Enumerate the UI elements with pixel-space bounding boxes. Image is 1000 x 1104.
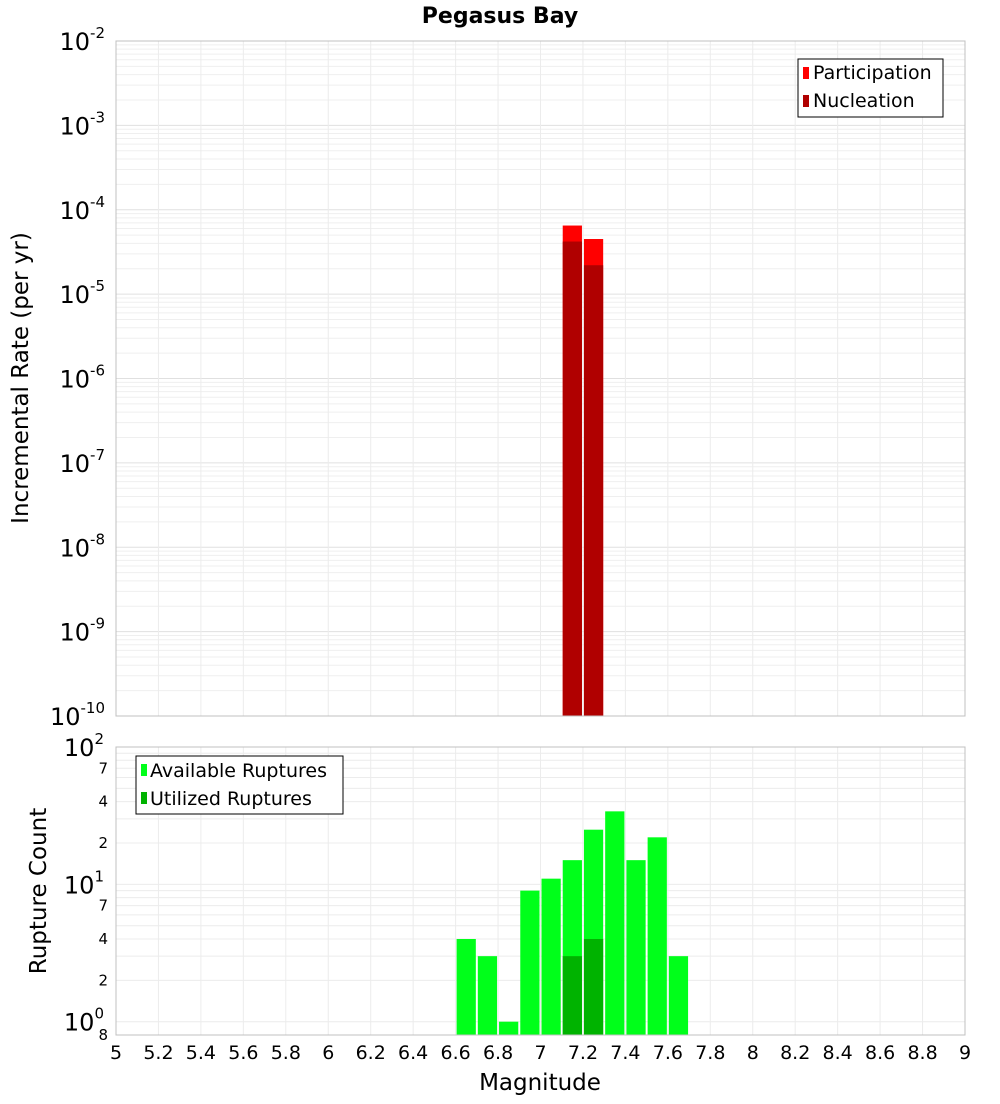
x-tick-label: 6.6 <box>440 1042 470 1064</box>
top-y-tick-label: 10-3 <box>59 108 105 140</box>
participation-legend-label: Participation <box>813 62 932 84</box>
x-tick-label: 5.4 <box>186 1042 216 1064</box>
x-axis-label: Magnitude <box>479 1070 601 1096</box>
x-tick-label: 8.8 <box>907 1042 937 1064</box>
top-y-tick-label: 10-5 <box>59 277 105 309</box>
bottom-y-minor-tick-label: 8 <box>98 1026 108 1044</box>
x-tick-label: 8.2 <box>780 1042 810 1064</box>
available-ruptures-bar <box>477 956 498 1035</box>
available-ruptures-bar <box>520 890 540 1035</box>
nucleation-swatch <box>803 95 809 107</box>
x-tick-label: 5.6 <box>228 1042 258 1064</box>
bottom-y-minor-tick-label: 4 <box>98 793 108 811</box>
bottom-y-minor-tick-label: 2 <box>98 971 108 989</box>
nucleation-bar <box>562 241 582 717</box>
x-tick-label: 9 <box>959 1042 971 1064</box>
nucleation-bar <box>583 265 604 716</box>
bottom-y-minor-tick-label: 7 <box>98 897 108 915</box>
x-tick-label: 6.2 <box>356 1042 386 1064</box>
x-tick-label: 5 <box>110 1042 122 1064</box>
participation-swatch <box>803 67 809 79</box>
top-panel: 10-10 10-9 10-8 10-7 10-6 10-5 10-4 10-3 10-2 In… <box>8 24 966 731</box>
bottom-y-minor-tick-label: 2 <box>98 834 108 852</box>
top-y-tick-label: 10-7 <box>59 446 105 478</box>
bottom-panel: 100 101 102 8 2 4 7 2 4 7 5 5.2 5.4 5.6 5.8 6 6.2 6.4 6.6… <box>26 730 971 1096</box>
available-ruptures-bar <box>668 956 689 1035</box>
x-tick-label: 5.2 <box>143 1042 173 1064</box>
x-tick-label: 7 <box>534 1042 546 1064</box>
x-tick-label: 6 <box>322 1042 334 1064</box>
bottom-legend-box <box>135 755 344 815</box>
utilized-ruptures-bar <box>583 939 604 1035</box>
top-plot-frame <box>115 40 966 717</box>
top-ylabel: Incremental Rate (per yr) <box>8 232 34 524</box>
available-ruptures-legend-label: Available Ruptures <box>150 760 327 782</box>
available-ruptures-bar <box>626 860 646 1035</box>
bottom-y-major-tick-label: 101 <box>64 867 104 899</box>
utilized-ruptures-bar <box>562 956 582 1035</box>
bottom-legend: Available Ruptures Utilized Ruptures <box>135 755 344 815</box>
x-tick-label: 5.8 <box>271 1042 301 1064</box>
x-tick-label: 8.6 <box>865 1042 895 1064</box>
available-ruptures-bar <box>456 939 476 1035</box>
x-tick-label: 8 <box>747 1042 759 1064</box>
x-tick-label: 6.8 <box>483 1042 513 1064</box>
top-y-tick-label: 10-10 <box>50 699 105 731</box>
x-tick-label: 7.6 <box>653 1042 683 1064</box>
x-tick-label: 7.2 <box>568 1042 598 1064</box>
nucleation-legend-label: Nucleation <box>813 90 915 112</box>
top-y-tick-label: 10-2 <box>59 24 105 56</box>
bottom-plot-frame <box>115 746 966 1036</box>
x-tick-label: 7.8 <box>695 1042 725 1064</box>
utilized-ruptures-legend-label: Utilized Ruptures <box>150 788 312 810</box>
bottom-y-major-tick-label: 100 <box>64 1005 104 1037</box>
bottom-y-minor-tick-label: 7 <box>98 759 108 777</box>
bottom-y-minor-tick-label: 4 <box>98 930 108 948</box>
bottom-ylabel: Rupture Count <box>26 808 52 974</box>
bottom-y-major-tick-label: 102 <box>64 730 104 762</box>
top-y-tick-label: 10-4 <box>59 193 105 225</box>
top-legend: Participation Nucleation <box>797 58 944 118</box>
top-y-tick-label: 10-8 <box>59 530 105 562</box>
available-ruptures-bar <box>605 811 625 1035</box>
x-tick-label: 8.4 <box>823 1042 853 1064</box>
x-tick-label: 6.4 <box>398 1042 428 1064</box>
utilized-ruptures-swatch <box>141 792 147 804</box>
x-tick-label: 7.4 <box>610 1042 640 1064</box>
available-ruptures-bar <box>499 1021 519 1035</box>
top-legend-box <box>797 58 944 118</box>
top-y-tick-label: 10-6 <box>59 362 105 394</box>
available-ruptures-bar <box>541 878 561 1035</box>
available-ruptures-bar <box>647 837 667 1035</box>
top-y-tick-label: 10-9 <box>59 615 105 647</box>
available-ruptures-swatch <box>141 764 147 776</box>
chart-title: Pegasus Bay <box>422 4 578 29</box>
